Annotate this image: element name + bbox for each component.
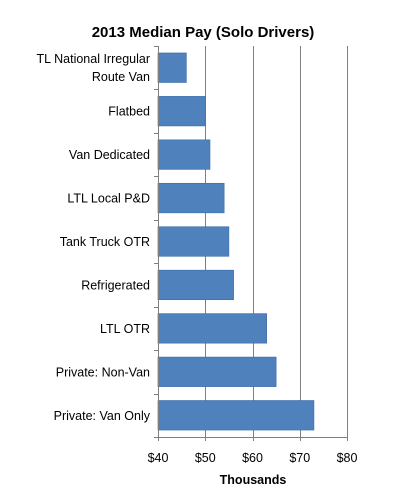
bar	[157, 400, 315, 431]
bar	[157, 182, 225, 214]
category-label: TL National Irregular Route Van	[37, 52, 151, 84]
x-tick-label: $80	[337, 451, 358, 465]
x-tick-label: $60	[242, 451, 263, 465]
x-tick-label: $70	[289, 451, 310, 465]
category-label: Tank Truck OTR	[60, 235, 150, 249]
x-tick-label: $50	[195, 451, 216, 465]
x-axis-title: Thousands	[220, 473, 287, 487]
bar	[157, 313, 267, 344]
chart-title: 2013 Median Pay (Solo Drivers)	[92, 24, 315, 41]
bar	[157, 356, 277, 387]
category-labels: TL National Irregular Route Van Flatbed Van…	[37, 52, 151, 423]
category-label: Private: Van Only	[54, 409, 151, 423]
category-label: Private: Non-Van	[56, 365, 150, 379]
x-tick-label: $40	[148, 451, 169, 465]
bar	[157, 139, 211, 170]
x-tick-labels: $40 $50 $60 $70 $80	[148, 451, 358, 465]
bar	[157, 226, 230, 257]
category-label: LTL Local P&D	[67, 192, 150, 206]
category-label: LTL OTR	[100, 322, 150, 336]
category-label: Van Dedicated	[69, 148, 150, 162]
bar	[157, 269, 234, 301]
bar	[157, 52, 187, 83]
bar	[157, 96, 206, 127]
category-label: Flatbed	[108, 105, 150, 119]
category-label: Refrigerated	[81, 278, 150, 292]
bars	[157, 52, 315, 431]
axes	[154, 46, 348, 441]
